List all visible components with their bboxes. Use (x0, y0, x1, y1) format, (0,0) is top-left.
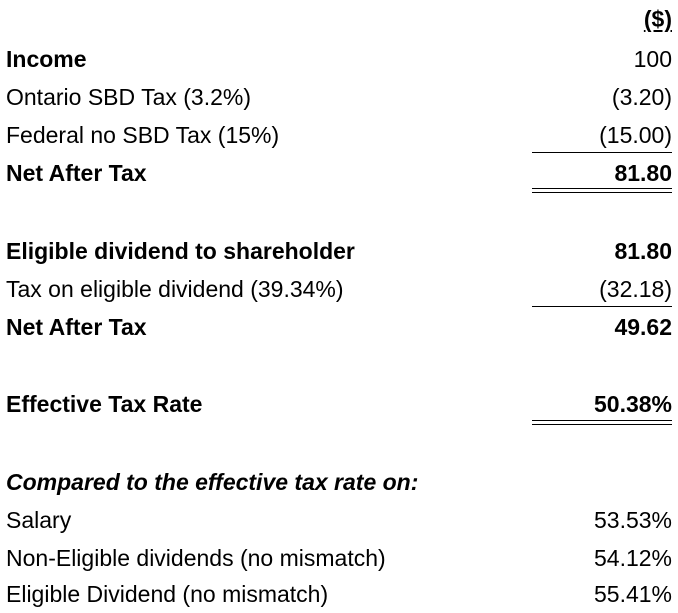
comparison-item: Salary 53.53% (0, 501, 678, 539)
non-eligible-dividend-value: 54.12% (593, 545, 672, 571)
federal-no-sbd-value: (15.00) (599, 122, 672, 148)
tax-on-dividend-label: Tax on eligible dividend (39.34%) (6, 276, 344, 302)
income-label: Income (6, 46, 87, 72)
eligible-dividend-value: 81.80 (614, 238, 672, 264)
effective-tax-rate-label: Effective Tax Rate (6, 391, 203, 417)
ontario-sbd-value: (3.20) (611, 84, 672, 110)
comparison-heading: Compared to the effective tax rate on: (6, 469, 419, 495)
income-row: Income 100 (0, 40, 678, 78)
tax-on-dividend-row: Tax on eligible dividend (39.34%) (32.18… (0, 270, 678, 308)
effective-tax-rate-row: Effective Tax Rate 50.38% (0, 385, 678, 423)
federal-no-sbd-label: Federal no SBD Tax (15%) (6, 122, 280, 148)
total-double-line-1 (532, 188, 672, 193)
ontario-sbd-label: Ontario SBD Tax (3.2%) (6, 84, 252, 110)
comparison-item: Eligible Dividend (no mismatch) 55.41% (0, 575, 678, 613)
net-after-tax-row-2: Net After Tax 49.62 (0, 308, 678, 346)
eligible-dividend-label: Eligible dividend to shareholder (6, 238, 355, 264)
comparison-heading-row: Compared to the effective tax rate on: (0, 463, 678, 501)
subtotal-line-2 (532, 306, 672, 307)
net-after-tax-label-2: Net After Tax (6, 314, 147, 340)
subtotal-line-1 (532, 152, 672, 153)
net-after-tax-label-1: Net After Tax (6, 160, 147, 186)
salary-label: Salary (6, 507, 72, 533)
net-after-tax-row-1: Net After Tax 81.80 (0, 154, 678, 192)
net-after-tax-value-2: 49.62 (614, 314, 672, 340)
income-value: 100 (633, 46, 672, 72)
comparison-item: Non-Eligible dividends (no mismatch) 54.… (0, 539, 678, 577)
eligible-dividend-row: Eligible dividend to shareholder 81.80 (0, 232, 678, 270)
salary-value: 53.53% (593, 507, 672, 533)
tax-on-dividend-value: (32.18) (599, 276, 672, 302)
total-double-line-2 (532, 420, 672, 425)
currency-header: ($) (643, 6, 672, 32)
eligible-dividend-nomismatch-value: 55.41% (593, 581, 672, 607)
effective-tax-rate-value: 50.38% (593, 391, 672, 417)
ontario-sbd-row: Ontario SBD Tax (3.2%) (3.20) (0, 78, 678, 116)
federal-no-sbd-row: Federal no SBD Tax (15%) (15.00) (0, 116, 678, 154)
net-after-tax-value-1: 81.80 (614, 160, 672, 186)
eligible-dividend-nomismatch-label: Eligible Dividend (no mismatch) (6, 581, 329, 607)
header-row: ($) (0, 0, 678, 38)
non-eligible-dividend-label: Non-Eligible dividends (no mismatch) (6, 545, 386, 571)
